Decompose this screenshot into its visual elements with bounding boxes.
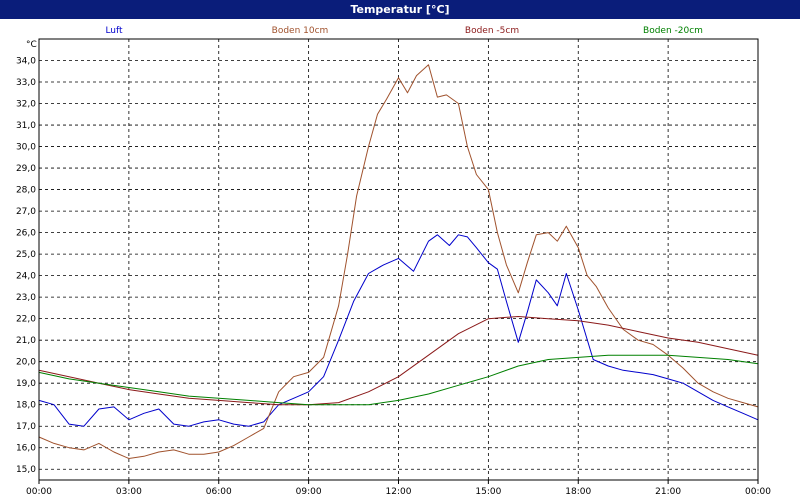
y-tick-label: 19,0 [16,379,36,389]
y-tick-label: 18,0 [16,401,36,411]
plot-frame [38,38,759,481]
x-tick-time: 21:00 [655,487,681,497]
y-tick-label: 31,0 [16,121,36,131]
y-tick-label: 21,0 [16,336,36,346]
legend-item: Boden -5cm [465,26,519,36]
y-tick-label: 15,0 [16,465,36,475]
x-tick-time: 06:00 [206,487,232,497]
temperature-chart: 15,0 16,0 17,0 18,0 19,0 20,0 21,0 22,0 23,0 24,0… [16,26,771,497]
y-tick-label: 26,0 [16,229,36,239]
x-tick-time: 09:00 [296,487,322,497]
series-lines [38,64,759,459]
y-tick-label: 20,0 [16,358,36,368]
y-tick-label: 24,0 [16,272,36,282]
series-line [38,64,759,459]
legend: Luft Boden 10cm Boden -5cm Boden -20cm [105,26,703,36]
series-line [38,234,759,427]
series-line [38,316,759,406]
grid [39,39,758,480]
y-tick-label: 16,0 [16,444,36,454]
y-tick-label: 27,0 [16,207,36,217]
y-tick-label: 28,0 [16,186,36,196]
legend-item: Luft [105,26,123,36]
y-tick-label: 30,0 [16,143,36,153]
x-tick-time: 12:00 [386,487,412,497]
axis-ticks: 15,0 16,0 17,0 18,0 19,0 20,0 21,0 22,0 23,0 24,0… [16,40,771,497]
y-tick-label: 29,0 [16,164,36,174]
y-tick-label: 22,0 [16,315,36,325]
y-tick-label: 33,0 [16,78,36,88]
chart-title: Temperatur [°C] [0,0,800,19]
legend-item: Boden 10cm [272,26,329,36]
x-tick-time: 00:00 [745,487,771,497]
y-tick-label: 25,0 [16,250,36,260]
x-tick-time: 00:00 [26,487,52,497]
legend-item: Boden -20cm [643,26,703,36]
y-tick-label: 17,0 [16,422,36,432]
y-tick-label: 32,0 [16,100,36,110]
x-tick-time: 03:00 [116,487,142,497]
x-tick-time: 15:00 [475,487,501,497]
y-tick-label: 23,0 [16,293,36,303]
y-axis-label: °C [26,40,37,50]
series-line [38,354,759,406]
x-tick-time: 18:00 [565,487,591,497]
y-tick-label: 34,0 [16,57,36,67]
